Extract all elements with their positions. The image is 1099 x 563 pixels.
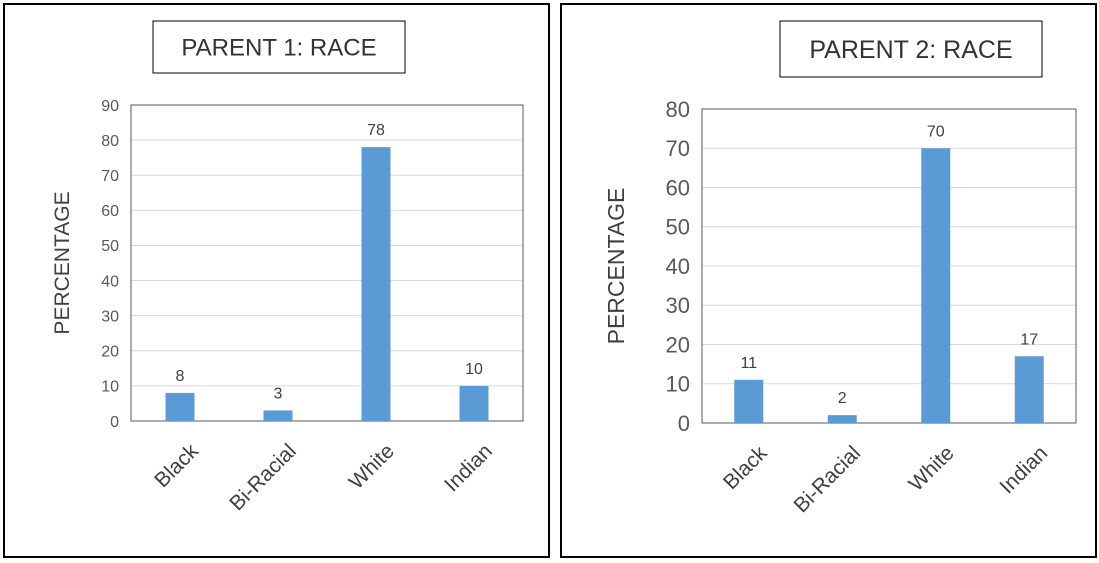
bar-black [165, 392, 195, 421]
y-axis-title: PERCENTAGE [603, 188, 629, 345]
y-tick-label: 0 [678, 411, 690, 436]
data-label: 17 [1020, 331, 1038, 348]
y-tick-label: 20 [666, 332, 690, 357]
bar-white [921, 148, 951, 423]
chart-title: PARENT 1: RACE [181, 35, 376, 62]
x-tick-label: Black [719, 441, 772, 494]
y-axis-title: PERCENTAGE [51, 191, 74, 334]
data-label: 8 [176, 368, 185, 385]
data-label: 10 [465, 361, 483, 378]
plot-area [701, 108, 1077, 424]
chart-title-box [152, 20, 406, 74]
y-tick-label: 20 [101, 344, 119, 361]
x-tick-label: White [345, 440, 399, 494]
y-tick-label: 80 [666, 97, 690, 122]
y-tick-label: 30 [101, 308, 119, 325]
y-tick-label: 90 [101, 98, 119, 115]
data-label: 2 [838, 390, 847, 407]
y-tick-label: 10 [666, 372, 690, 397]
bar-bi-racial [263, 410, 293, 421]
x-tick-label: Bi-Racial [789, 442, 865, 518]
chart-panel-parent-2: PARENT 2: RACE 0 10 20 30 40 50 60 70 80 PERCENTAG… [560, 3, 1097, 558]
bar-chart-parent-1: PARENT 1: RACE 0 10 20 30 40 50 60 70 80 90 PERCENT… [51, 20, 524, 516]
plot-area [130, 104, 524, 422]
y-tick-label: 10 [101, 379, 119, 396]
y-tick-label: 50 [666, 215, 690, 240]
x-tick-label: White [904, 442, 958, 496]
bar-bi-racial [827, 415, 857, 423]
y-tick-label: 60 [101, 203, 119, 220]
y-tick-label: 0 [110, 414, 119, 431]
bar-indian [1014, 356, 1044, 423]
chart-title: PARENT 2: RACE [809, 36, 1012, 64]
y-tick-label: 30 [666, 293, 690, 318]
y-tick-label: 70 [666, 136, 690, 161]
y-tick-label: 50 [101, 238, 119, 255]
bar-white [361, 147, 391, 421]
data-label: 11 [740, 355, 757, 372]
y-tick-label: 60 [666, 175, 690, 200]
data-label: 78 [367, 122, 385, 139]
y-tick-label: 40 [666, 254, 690, 279]
data-label: 3 [274, 385, 283, 402]
bar-black [734, 379, 764, 423]
chart-title-box [779, 20, 1043, 78]
chart-panel-parent-1: PARENT 1: RACE 0 10 20 30 40 50 60 70 80 90 PERCENT… [3, 3, 550, 558]
x-tick-label: Indian [440, 440, 497, 497]
bar-chart-parent-2: PARENT 2: RACE 0 10 20 30 40 50 60 70 80 PERCENTAG… [603, 20, 1077, 518]
y-tick-label: 40 [101, 273, 119, 290]
data-label: 70 [927, 123, 945, 140]
y-tick-label: 70 [101, 168, 119, 185]
x-tick-label: Bi-Racial [225, 440, 301, 516]
x-tick-label: Black [150, 439, 203, 492]
x-tick-label: Indian [995, 442, 1052, 499]
bar-indian [459, 385, 489, 421]
y-tick-label: 80 [101, 133, 119, 150]
